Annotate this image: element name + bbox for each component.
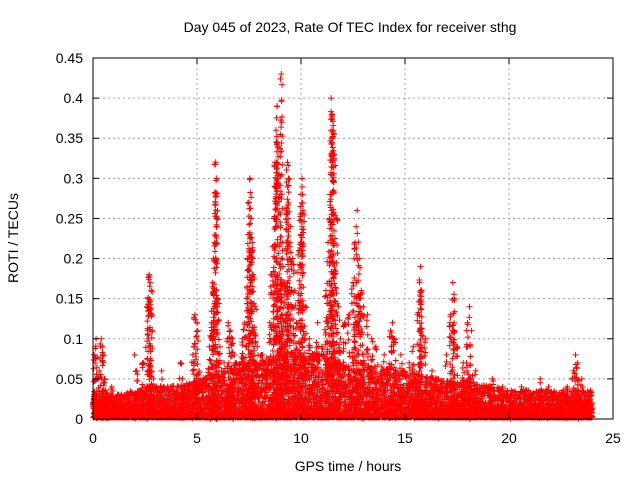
data-point bbox=[175, 383, 182, 390]
data-point bbox=[314, 364, 321, 371]
data-point bbox=[315, 373, 322, 380]
data-point bbox=[305, 360, 312, 367]
data-point bbox=[160, 392, 167, 399]
chart-title: Day 045 of 2023, Rate Of TEC Index for r… bbox=[184, 19, 517, 35]
data-point bbox=[266, 387, 273, 394]
data-points bbox=[90, 71, 596, 422]
data-point bbox=[253, 359, 260, 366]
